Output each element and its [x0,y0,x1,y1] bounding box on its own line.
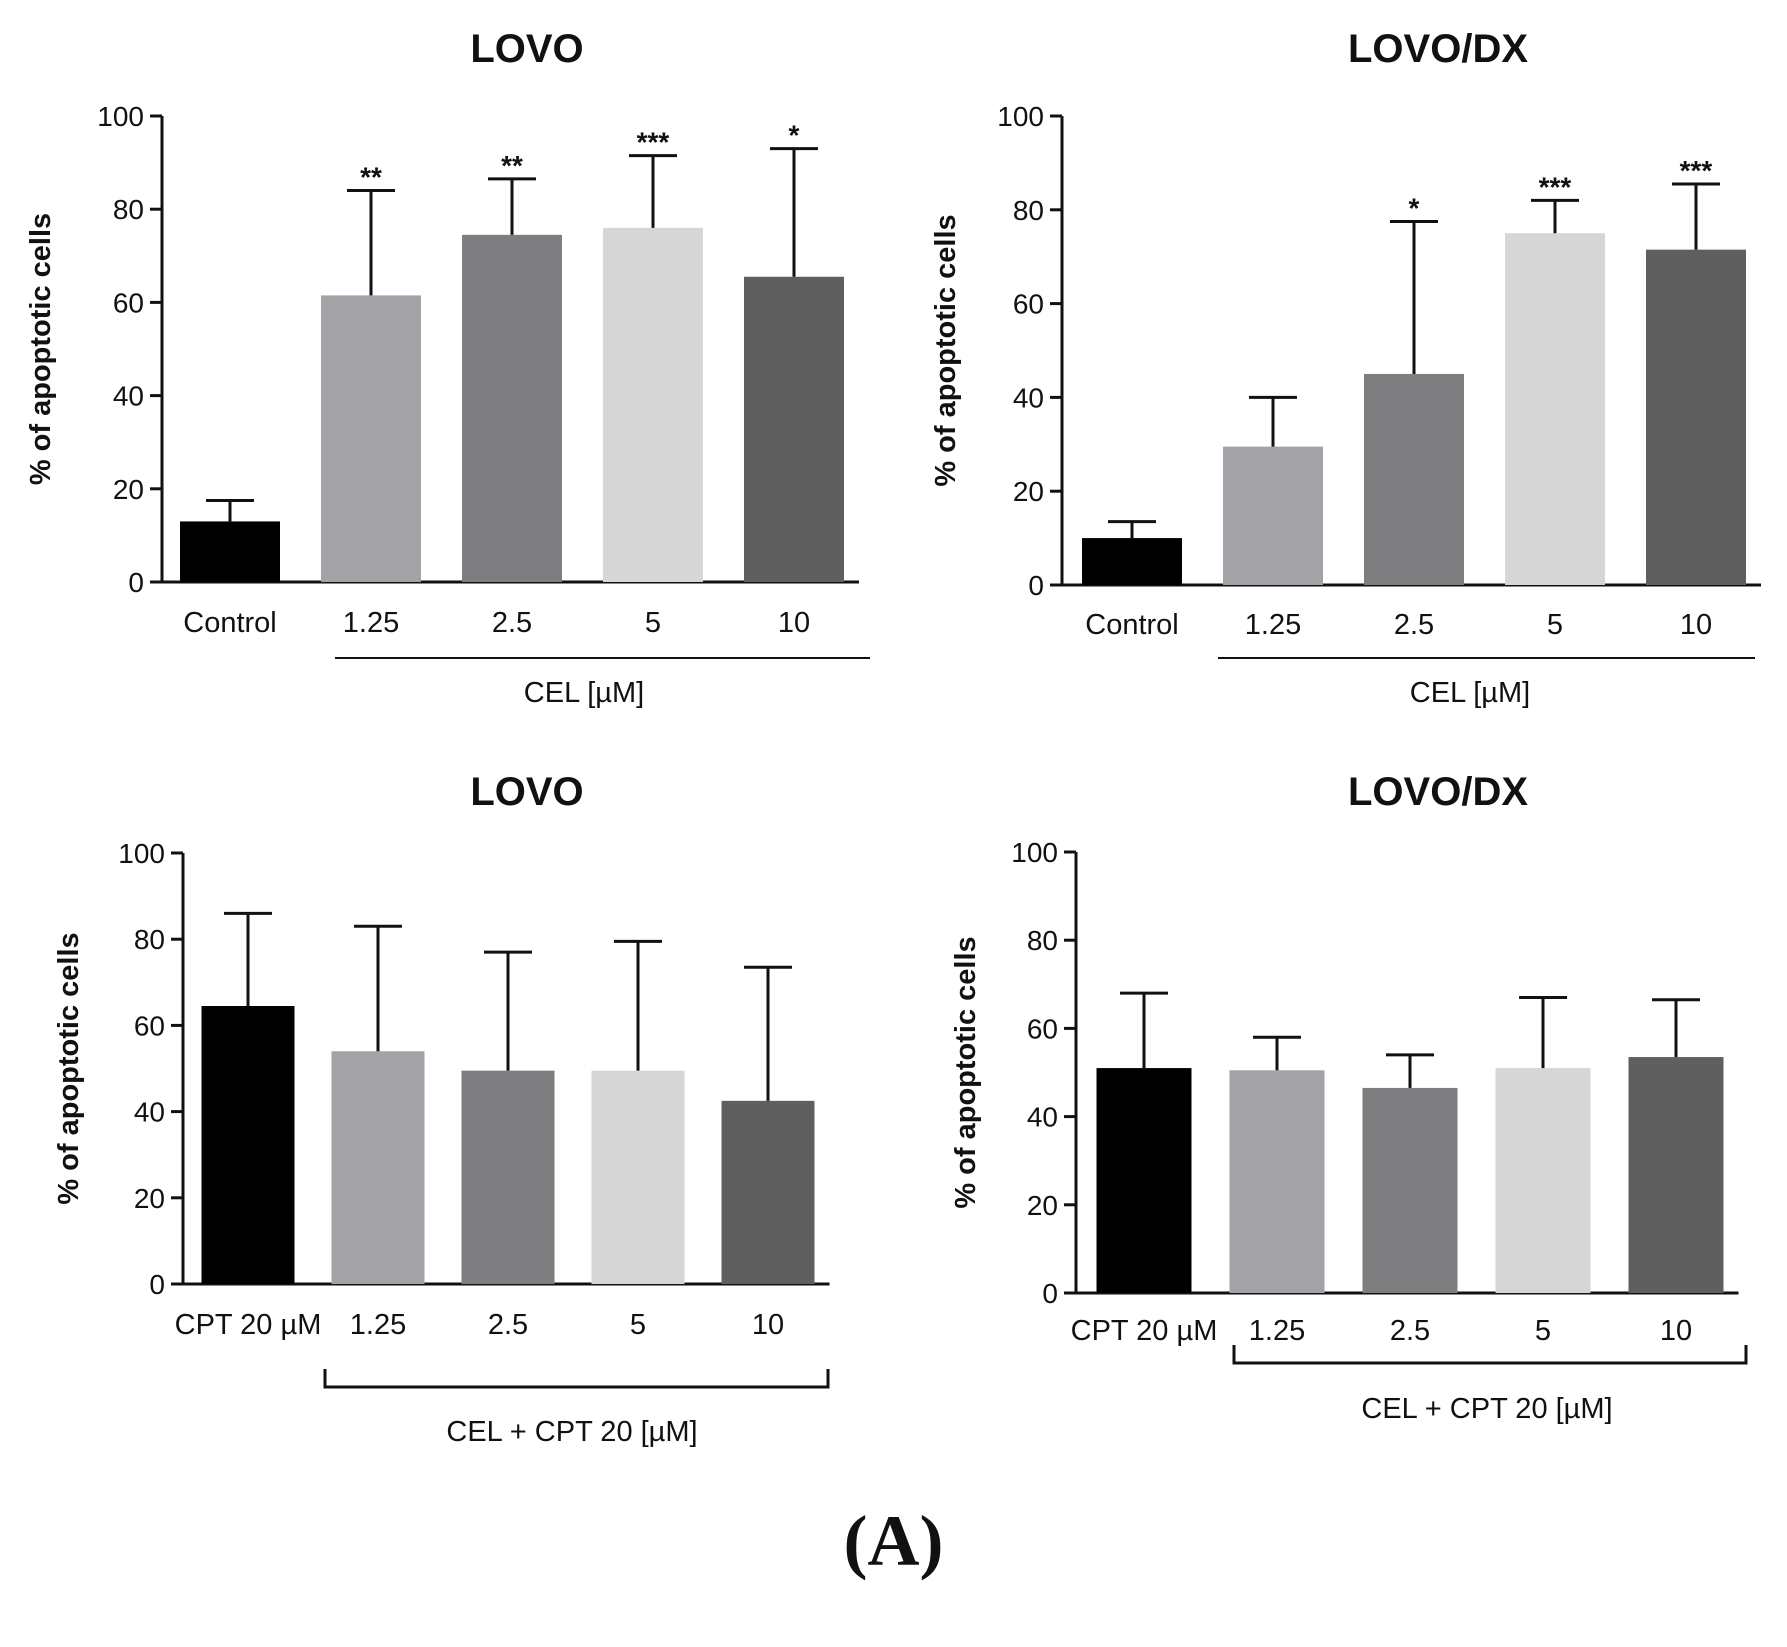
significance-marker: *** [1680,155,1713,186]
bar-10 [1646,249,1746,586]
category-label: Control [1085,609,1179,641]
y-axis-label: % of apoptotic cells [930,214,962,486]
y-tick-label: 60 [1027,1013,1058,1044]
bar-1.25 [1223,446,1323,585]
y-tick-label: 20 [1027,1190,1058,1221]
significance-marker: ** [501,150,523,181]
category-label: 5 [645,607,661,639]
category-label: Control [183,607,277,639]
y-tick-label: 0 [128,567,144,598]
chart-panel-3: LOVO % of apoptotic cells 0 20 40 60 80 100 CPT … [53,770,830,1448]
category-label: 2.5 [1390,1315,1430,1347]
y-tick-label: 60 [1013,289,1044,320]
y-tick-label: 20 [134,1183,165,1214]
category-label: CPT 20 µM [175,1309,322,1341]
group-label: CEL + CPT 20 [µM] [446,1416,697,1448]
y-tick-label: 100 [1011,837,1058,868]
bar-control [180,521,280,582]
y-tick-label: 60 [113,287,144,318]
chart-panel-4: LOVO/DX % of apoptotic cells 0 20 40 60 80 100 C… [950,770,1748,1425]
category-label: 2.5 [1394,609,1434,641]
bar-1.25 [331,1051,425,1284]
bar-cpt-20-m [1096,1068,1192,1293]
y-tick-label: 80 [134,924,165,955]
bar-5 [1495,1068,1591,1293]
y-axis-label: % of apoptotic cells [53,932,85,1204]
category-label: CPT 20 µM [1071,1315,1218,1347]
y-tick-label: 40 [134,1097,165,1128]
category-label: 10 [1680,609,1712,641]
chart-panel-2: LOVO/DX % of apoptotic cells 0 20 40 60 80 100 C… [930,27,1761,709]
bar-1.25 [321,295,421,582]
bar-2.5 [462,234,562,582]
bar-10 [744,276,844,582]
y-tick-label: 80 [1027,925,1058,956]
chart-title: LOVO [470,770,583,814]
bar-5 [591,1070,685,1284]
chart-title: LOVO/DX [1348,27,1528,71]
category-label: 10 [778,607,810,639]
y-tick-label: 60 [134,1010,165,1041]
y-tick-label: 40 [113,381,144,412]
y-tick-label: 100 [997,101,1044,132]
significance-marker: * [1409,193,1420,224]
y-tick-label: 20 [113,474,144,505]
category-label: 10 [752,1309,784,1341]
significance-marker: * [789,120,800,151]
significance-marker: *** [1539,171,1572,202]
category-label: 1.25 [1249,1315,1305,1347]
group-label: CEL [µM] [1410,677,1530,709]
group-bracket [1232,1345,1748,1365]
category-label: 2.5 [488,1309,528,1341]
chart-title: LOVO/DX [1348,770,1528,814]
bar-5 [1505,233,1605,585]
y-tick-label: 0 [1028,570,1044,601]
bar-1.25 [1229,1070,1325,1293]
group-label: CEL + CPT 20 [µM] [1361,1393,1612,1425]
bar-5 [603,227,703,582]
y-tick-label: 100 [97,101,144,132]
bar-cpt-20-m [201,1006,295,1284]
category-label: 2.5 [492,607,532,639]
y-tick-label: 40 [1027,1102,1058,1133]
y-axis-label: % of apoptotic cells [25,213,57,485]
bar-2.5 [1362,1087,1458,1293]
y-tick-label: 80 [113,194,144,225]
chart-panel-1: LOVO % of apoptotic cells 0 20 40 60 80 100 Cont… [25,27,870,709]
bar-2.5 [461,1070,555,1284]
bar-10 [1628,1057,1724,1293]
category-label: 1.25 [1245,609,1301,641]
bar-control [1082,538,1182,585]
y-tick-label: 80 [1013,195,1044,226]
group-bracket [323,1369,830,1389]
bar-10 [721,1100,815,1284]
y-axis-label: % of apoptotic cells [950,936,982,1208]
category-label: 10 [1660,1315,1692,1347]
significance-marker: ** [360,162,382,193]
category-label: 5 [1535,1315,1551,1347]
chart-title: LOVO [470,27,583,71]
group-label: CEL [µM] [524,677,644,709]
significance-marker: *** [637,127,670,158]
category-label: 5 [630,1309,646,1341]
y-tick-label: 100 [118,838,165,869]
bar-2.5 [1364,373,1464,585]
y-tick-label: 20 [1013,476,1044,507]
panel-label: (A) [843,1501,944,1581]
y-tick-label: 40 [1013,382,1044,413]
y-tick-label: 0 [1042,1278,1058,1309]
category-label: 1.25 [343,607,399,639]
y-tick-label: 0 [149,1269,165,1300]
category-label: 5 [1547,609,1563,641]
category-label: 1.25 [350,1309,406,1341]
